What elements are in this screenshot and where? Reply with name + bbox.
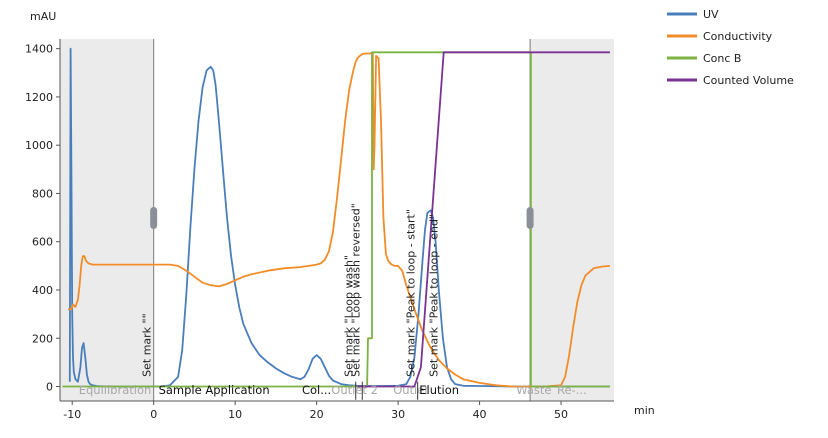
shaded-region-1 [530, 39, 614, 401]
x-tick-label: 40 [473, 408, 487, 421]
shaded-regions [60, 39, 614, 401]
y-axis-unit: mAU [30, 10, 56, 23]
set-mark-label: Set mark "Peak to loop - end" [427, 214, 440, 377]
phase-label: Sample Application [159, 383, 270, 397]
x-tick-label: 10 [228, 408, 242, 421]
x-axis-unit: min [634, 404, 655, 417]
phase-label: Equilibration [79, 383, 152, 397]
legend-label[interactable]: UV [703, 8, 719, 21]
legend-label[interactable]: Counted Volume [703, 74, 794, 87]
series-line-conc-b [62, 51, 610, 388]
legend-label[interactable]: Conductivity [703, 30, 773, 43]
y-tick-label: 1000 [25, 139, 53, 152]
x-tick-label: 30 [391, 408, 405, 421]
set-mark-label: Set mark "" [141, 313, 154, 377]
range-drag-handle[interactable] [526, 207, 534, 229]
x-tick-label: 50 [554, 408, 568, 421]
phase-label: Elution [419, 383, 459, 397]
y-tick-label: 1200 [25, 91, 53, 104]
series-line-conductivity [68, 52, 610, 388]
x-tick-label: 20 [310, 408, 324, 421]
y-tick-label: 0 [46, 381, 53, 394]
set-mark-label: Set mark "Peak to loop - start" [405, 209, 418, 377]
phase-label: Waste [516, 383, 551, 397]
series-line-uv [68, 47, 610, 388]
series-lines [62, 47, 610, 388]
set-marks: Set mark "" Set mark "Loop wash"Set mark … [141, 203, 440, 400]
phase-label: Col... [302, 383, 331, 397]
legend[interactable]: UV Conductivity Conc B Counted Volume [667, 8, 794, 87]
phase-labels: Equilibration Sample Application Col... Out… [79, 383, 587, 397]
shaded-region-0 [60, 39, 154, 401]
x-tick-label: -10 [63, 408, 81, 421]
phase-label: Outlet 2 [331, 383, 378, 397]
x-tick-label: 0 [150, 408, 157, 421]
y-tick-label: 400 [32, 284, 53, 297]
y-tick-label: 600 [32, 236, 53, 249]
y-tick-label: 200 [32, 332, 53, 345]
y-tick-label: 1400 [25, 43, 53, 56]
phase-label: Outlet [393, 383, 429, 397]
series-line-counted-volume [357, 51, 610, 388]
range-drag-handle[interactable] [150, 207, 158, 229]
phase-label: Re-... [557, 383, 587, 397]
legend-label[interactable]: Conc B [703, 52, 741, 65]
set-mark-label: Set mark "Loop wash" [343, 255, 356, 377]
range-handles[interactable] [150, 207, 534, 229]
axes: 0 200 400 600 800 1000 1200 1400 -10 0 10 20 30 40 50 m… [25, 10, 655, 421]
y-tick-label: 800 [32, 187, 53, 200]
set-mark-label: Set mark "Loop wash reversed" [349, 203, 362, 377]
